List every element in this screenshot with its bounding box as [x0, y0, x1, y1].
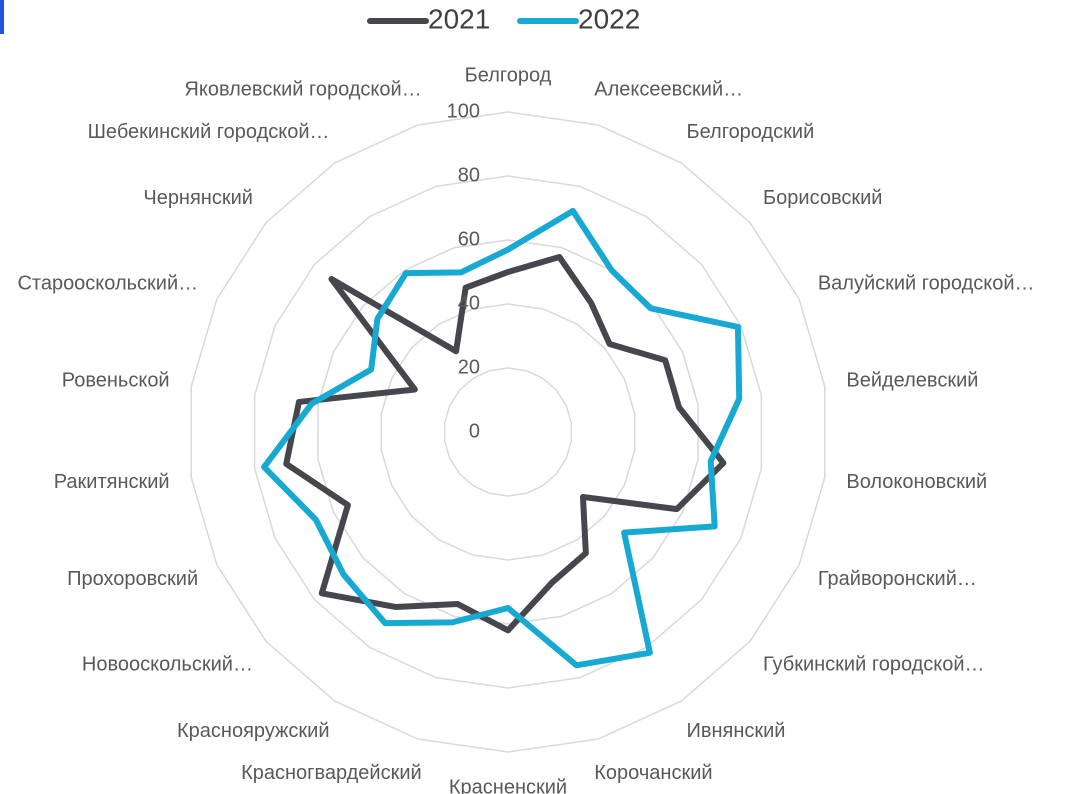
r-tick-label: 80 — [458, 164, 480, 186]
category-label: Ракитянский — [54, 471, 170, 493]
category-label: Старооскольский… — [17, 272, 198, 294]
category-label: Грайворонский… — [818, 568, 977, 590]
category-label: Ивнянский — [686, 720, 785, 742]
grid-ring — [443, 367, 573, 497]
category-label: Краснояружский — [177, 720, 330, 742]
category-label: Губкинский городской… — [763, 653, 985, 675]
category-label: Ровеньской — [62, 370, 170, 392]
category-label: Алексеевский… — [594, 79, 743, 101]
category-label: Валуйский городской… — [818, 272, 1035, 294]
series-line — [283, 253, 727, 634]
grid-ring — [380, 303, 636, 561]
series-line — [261, 207, 743, 669]
r-tick-label: 60 — [458, 228, 480, 250]
grid-ring — [253, 175, 763, 689]
category-label: Чернянский — [143, 187, 253, 209]
category-label: Красненский — [449, 776, 567, 794]
category-label: Яковлевский городской… — [184, 79, 421, 101]
category-label: Красногвардейский — [241, 762, 422, 784]
category-label: Новооскольский… — [82, 653, 253, 675]
legend: 2021 2022 — [367, 3, 640, 34]
category-label: Борисовский — [763, 187, 882, 209]
r-tick-label: 0 — [469, 420, 480, 442]
category-label: Вейделевский — [846, 370, 978, 392]
r-tick-label: 100 — [447, 100, 480, 122]
category-label: Волоконовский — [846, 471, 987, 493]
legend-label: 2021 — [428, 3, 490, 34]
category-label: Белгород — [465, 64, 552, 86]
title-edge — [0, 0, 4, 34]
grid-ring — [190, 111, 826, 753]
r-tick-label: 40 — [458, 292, 480, 314]
grid-ring — [317, 239, 699, 625]
category-label: Белгородский — [686, 121, 814, 143]
r-tick-label: 20 — [458, 356, 480, 378]
category-label: Прохоровский — [67, 568, 198, 590]
category-label: Шебекинский городской… — [88, 121, 330, 143]
legend-label: 2022 — [578, 3, 640, 34]
category-label: Корочанский — [594, 762, 712, 784]
